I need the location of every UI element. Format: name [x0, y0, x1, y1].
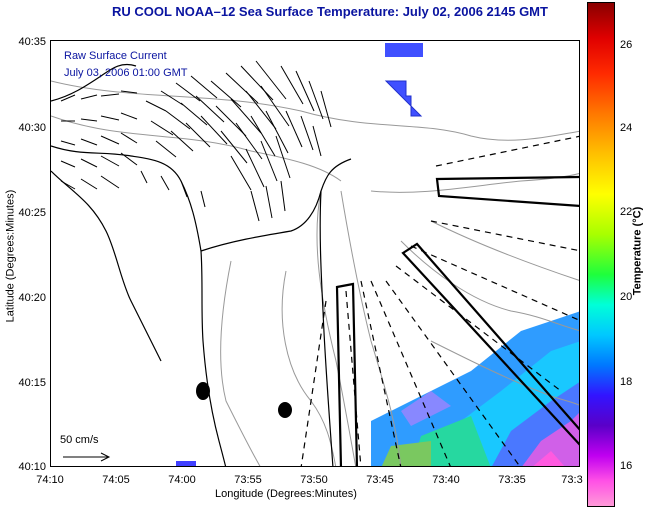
x-tick-label: 73:55	[234, 474, 262, 486]
surface-current-date: July 03, 2006 01:00 GMT	[64, 67, 188, 79]
map-title: RU COOL NOAA–12 Sea Surface Temperature:…	[112, 4, 548, 19]
station-marker-2	[278, 402, 292, 418]
x-tick-label: 73:35	[498, 474, 526, 486]
y-tick-label: 40:25	[18, 207, 46, 219]
x-tick-label: 73:45	[366, 474, 394, 486]
map-canvas	[51, 43, 579, 466]
y-tick-label: 40:35	[18, 36, 46, 48]
y-tick-label: 40:30	[18, 122, 46, 134]
current-vectors	[60, 60, 332, 222]
transect-boxes	[335, 175, 579, 466]
x-axis-title: Longitude (Degrees:Minutes)	[215, 488, 357, 500]
surface-current-label: Raw Surface Current	[64, 50, 167, 62]
temperature-colorbar	[587, 2, 615, 507]
station-marker-1	[196, 382, 210, 400]
radar-sector-lines	[300, 135, 579, 466]
y-tick-label: 40:15	[18, 377, 46, 389]
y-tick-label: 40:10	[18, 461, 46, 473]
scale-label: 50 cm/s	[60, 434, 99, 446]
colorbar-gradient	[588, 3, 614, 506]
y-tick-label: 40:20	[18, 292, 46, 304]
y-axis-title: Latitude (Degrees:Minutes)	[4, 189, 17, 323]
colorbar-tick-label: 20	[620, 291, 633, 303]
sst-patch	[176, 43, 579, 466]
x-tick-label: 73:50	[300, 474, 328, 486]
x-tick-label: 73:3	[561, 474, 583, 486]
x-tick-label: 74:00	[168, 474, 196, 486]
x-tick-label: 74:10	[36, 474, 64, 486]
map-plot-area[interactable]	[50, 40, 580, 467]
colorbar-tick-label: 22	[620, 206, 633, 218]
coastline	[51, 63, 352, 466]
colorbar-tick-label: 26	[620, 39, 633, 51]
x-tick-label: 74:05	[102, 474, 130, 486]
colorbar-tick-label: 24	[620, 122, 633, 134]
colorbar-tick-label: 18	[620, 376, 633, 388]
x-tick-label: 73:40	[432, 474, 460, 486]
colorbar-title: Temperature (°C)	[631, 206, 644, 296]
bathymetry-contours	[51, 80, 579, 466]
scale-arrow	[63, 452, 111, 462]
colorbar-tick-label: 16	[620, 460, 633, 472]
